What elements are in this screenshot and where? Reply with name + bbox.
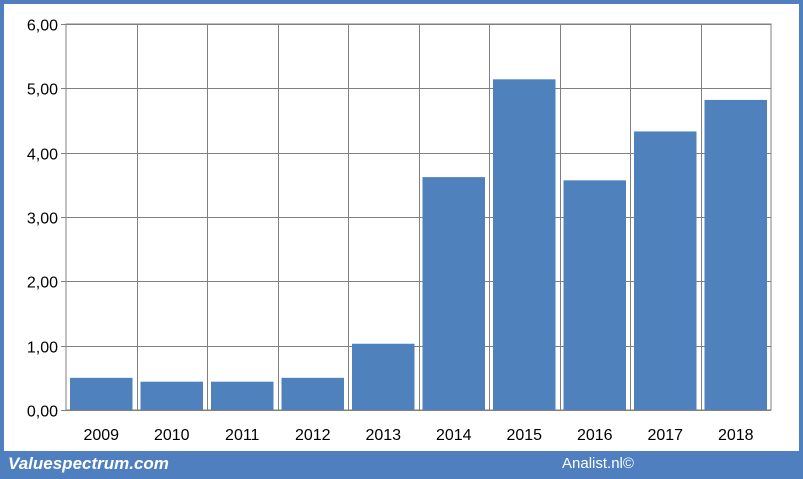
y-tick-label: 2,00: [27, 275, 58, 292]
y-axis-ticks: 0,00 1,00 2,00 3,00 4,00 5,00 6,00: [27, 18, 58, 421]
y-tick-label: 4,00: [27, 147, 58, 164]
bar-2017[interactable]: [634, 131, 697, 411]
bar-2010[interactable]: [140, 381, 204, 410]
x-tick-label: 2016: [577, 427, 613, 444]
footer-brand-analist[interactable]: Analist.nl©: [562, 455, 634, 472]
x-tick-label: 2013: [365, 427, 401, 444]
x-tick-label: 2015: [506, 427, 542, 444]
x-tick-label: 2014: [436, 427, 472, 444]
x-tick-label: 2009: [83, 427, 119, 444]
bar-2014[interactable]: [422, 177, 486, 410]
y-tick-label: 6,00: [27, 18, 58, 35]
bar-2011[interactable]: [211, 381, 274, 410]
x-tick-label: 2011: [225, 427, 260, 444]
footer-brand-valuespectrum[interactable]: Valuespectrum.com: [8, 454, 169, 473]
chart-bars: [61, 79, 771, 411]
y-tick-label: 5,00: [27, 82, 58, 99]
y-tick-label: 3,00: [27, 211, 58, 228]
bar-2015[interactable]: [493, 79, 556, 411]
bar-2016[interactable]: [563, 180, 627, 410]
bar-2009[interactable]: [70, 377, 133, 410]
x-axis-ticks: 2009 2010 2011 2012 2013 2014 2015 2016 2017 2018: [83, 427, 753, 444]
y-tick-label: 0,00: [27, 404, 58, 421]
bar-2013[interactable]: [352, 343, 415, 410]
bar-2012[interactable]: [281, 377, 345, 410]
x-tick-label: 2010: [154, 427, 190, 444]
x-tick-label: 2012: [295, 427, 331, 444]
bar-2018[interactable]: [704, 99, 768, 410]
x-tick-label: 2018: [718, 427, 754, 444]
footer-band: [0, 451, 803, 479]
x-tick-label: 2017: [647, 427, 683, 444]
y-tick-label: 1,00: [27, 340, 58, 357]
